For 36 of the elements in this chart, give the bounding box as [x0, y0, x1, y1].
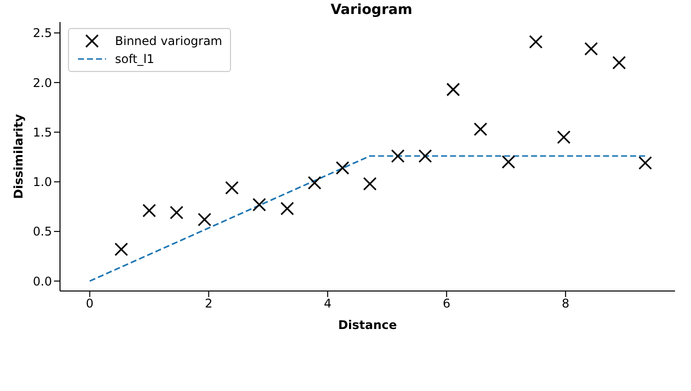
x-tick-label: 4	[324, 296, 332, 311]
legend-label: Binned variogram	[115, 33, 222, 50]
point	[363, 176, 377, 191]
y-tick-label: 1.0	[32, 175, 52, 190]
point	[612, 56, 626, 70]
y-tick-label: 2.0	[32, 76, 52, 90]
point	[336, 161, 350, 175]
legend-label: soft_l1	[115, 51, 154, 68]
x-axis-title: Distance	[338, 318, 397, 332]
x-tick-label: 0	[86, 296, 94, 311]
point	[474, 122, 488, 136]
point	[308, 176, 322, 190]
point	[252, 198, 266, 212]
point	[280, 202, 294, 216]
x-tick-label: 8	[562, 296, 570, 311]
y-tick-label: 2.5	[32, 26, 52, 40]
point	[638, 156, 652, 170]
point	[418, 149, 432, 163]
point	[391, 149, 405, 163]
point	[502, 155, 516, 169]
point	[198, 212, 212, 226]
point	[556, 130, 571, 144]
point	[114, 242, 128, 256]
y-axis-title: Dissimilarity	[11, 114, 26, 199]
point	[446, 82, 460, 96]
y-tick-label: 0.0	[32, 274, 52, 288]
chart-title: Variogram	[330, 2, 414, 18]
point	[529, 35, 543, 49]
x-tick-label: 2	[204, 296, 213, 311]
point	[584, 42, 598, 56]
x-tick-label: 6	[442, 296, 450, 311]
point	[142, 204, 156, 218]
y-tick-label: 0.5	[32, 224, 52, 239]
point	[170, 206, 184, 220]
point	[225, 180, 239, 195]
y-tick-label: 1.5	[32, 125, 52, 140]
